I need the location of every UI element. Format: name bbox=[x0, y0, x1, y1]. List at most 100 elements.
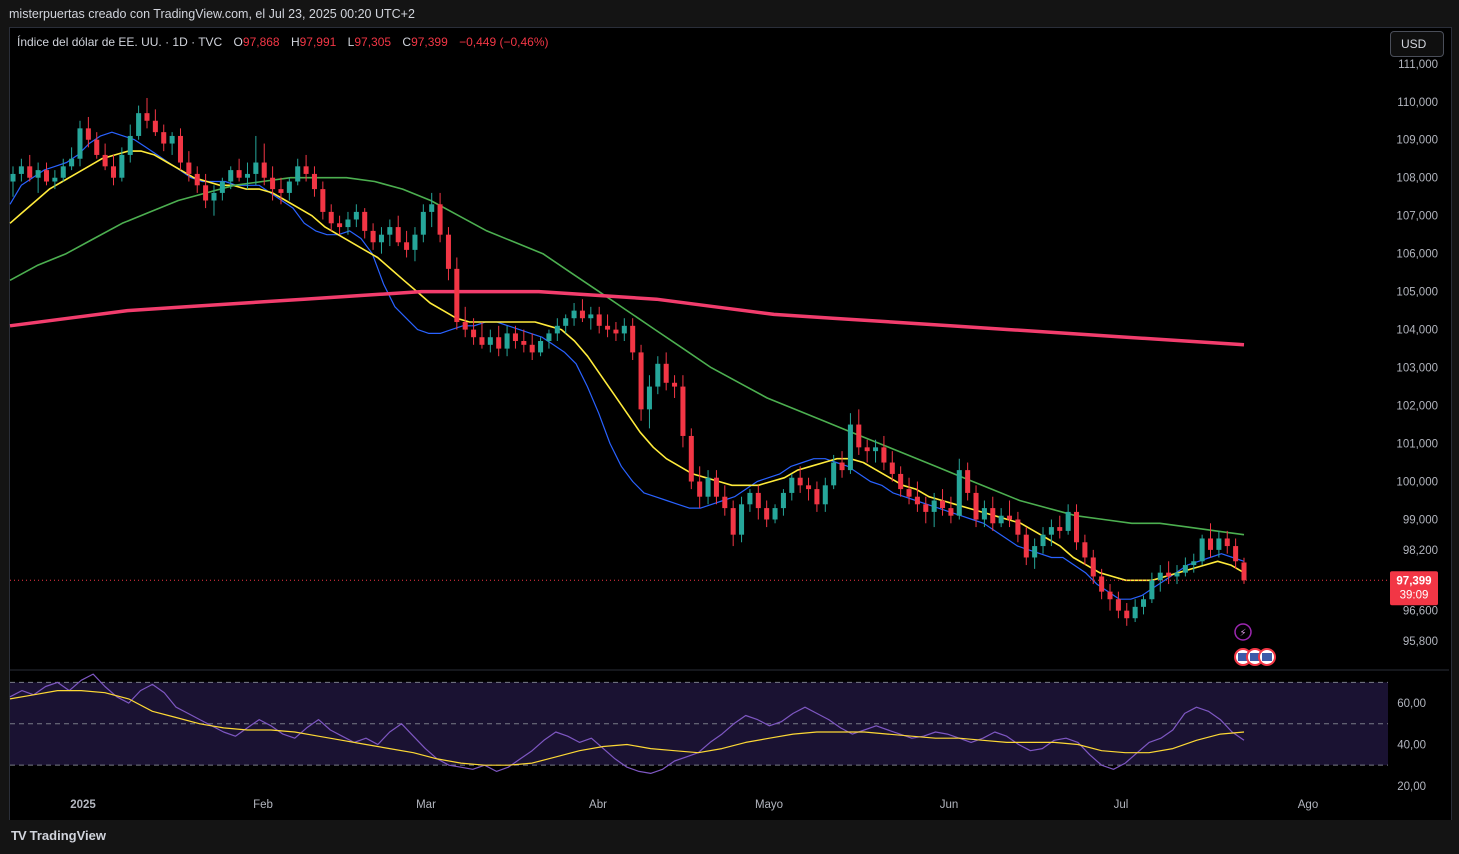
candle-body bbox=[236, 170, 242, 178]
candle-body bbox=[923, 504, 929, 512]
candle-body bbox=[1032, 546, 1038, 558]
candle-body bbox=[521, 341, 527, 345]
candle bbox=[1065, 504, 1071, 535]
price-axis-label: 109,000 bbox=[1396, 135, 1438, 147]
candle bbox=[194, 166, 200, 193]
candle-body bbox=[1224, 538, 1230, 547]
candle bbox=[496, 325, 502, 357]
candle-body bbox=[127, 135, 133, 155]
tradingview-brand: TradingView bbox=[29, 828, 106, 843]
price-axis-label: 99,000 bbox=[1403, 514, 1438, 526]
candle bbox=[563, 314, 569, 334]
candle bbox=[177, 128, 183, 171]
footer bbox=[0, 820, 1459, 854]
candle-body bbox=[479, 337, 485, 345]
candle bbox=[881, 435, 887, 471]
candle-body bbox=[454, 268, 460, 323]
candle bbox=[780, 489, 786, 516]
price-axis-label: 111,000 bbox=[1398, 59, 1438, 71]
time-axis-label: Abr bbox=[589, 799, 607, 811]
rsi-axis-label: 40,00 bbox=[1397, 739, 1426, 751]
candle-body bbox=[638, 352, 644, 410]
candle bbox=[864, 439, 870, 463]
candle-body bbox=[504, 333, 510, 349]
candle bbox=[270, 166, 276, 201]
candle-body bbox=[588, 314, 594, 319]
candle bbox=[1149, 572, 1155, 604]
price-axis-label: 100,000 bbox=[1396, 477, 1438, 489]
candle bbox=[847, 413, 853, 474]
candle bbox=[1048, 519, 1054, 547]
lightning-event-icon bbox=[1234, 623, 1252, 641]
candle-body bbox=[328, 211, 334, 224]
candle bbox=[1040, 527, 1046, 554]
candle-body bbox=[1074, 511, 1080, 543]
candle-body bbox=[772, 508, 778, 520]
candle bbox=[370, 223, 376, 250]
candle-body bbox=[705, 477, 711, 497]
candle bbox=[722, 485, 728, 516]
candle bbox=[303, 154, 309, 182]
candle bbox=[873, 439, 879, 463]
candle-body bbox=[1132, 606, 1138, 619]
candle-body bbox=[655, 363, 661, 387]
candle bbox=[747, 489, 753, 512]
candle-body bbox=[680, 386, 686, 436]
candle-body bbox=[261, 162, 267, 178]
candle bbox=[18, 158, 24, 182]
candle bbox=[404, 230, 410, 258]
candle-body bbox=[1124, 610, 1130, 619]
candle bbox=[588, 306, 594, 330]
ma_mid-line bbox=[9, 150, 1245, 582]
candle bbox=[856, 409, 862, 455]
candle bbox=[1124, 603, 1130, 626]
price-axis-label: 102,000 bbox=[1396, 401, 1438, 413]
currency-button[interactable]: USD bbox=[1390, 31, 1444, 57]
candle-body bbox=[806, 485, 812, 490]
candle bbox=[546, 329, 552, 349]
candle bbox=[940, 489, 946, 516]
candle-body bbox=[571, 310, 577, 319]
candle-body bbox=[194, 173, 200, 186]
open-value: 97,868 bbox=[242, 35, 280, 49]
candle bbox=[1023, 527, 1029, 566]
candle-body bbox=[538, 341, 544, 353]
candle-body bbox=[186, 162, 192, 174]
candle-body bbox=[94, 139, 100, 155]
candle-body bbox=[1023, 534, 1029, 558]
symbol-name: Índice del dólar de EE. UU. · 1D · TVC bbox=[17, 35, 223, 49]
candle bbox=[1166, 561, 1172, 585]
candle bbox=[1241, 557, 1247, 584]
candle-body bbox=[387, 227, 393, 235]
candle-body bbox=[1015, 519, 1021, 535]
candle-body bbox=[630, 325, 636, 353]
candle bbox=[429, 192, 435, 228]
candle-body bbox=[739, 504, 745, 535]
candle bbox=[755, 485, 761, 520]
candle-body bbox=[69, 158, 75, 167]
candle bbox=[705, 470, 711, 505]
countdown-text: 39:09 bbox=[1400, 589, 1429, 601]
candle bbox=[998, 508, 1004, 528]
candle bbox=[69, 147, 75, 171]
tradingview-logo[interactable]: TV TradingView bbox=[11, 828, 106, 843]
candle-body bbox=[119, 154, 125, 178]
last-price-badge bbox=[1390, 571, 1438, 606]
candle bbox=[362, 208, 368, 239]
candle-body bbox=[161, 132, 167, 144]
candle-body bbox=[546, 333, 552, 342]
candle bbox=[1057, 515, 1063, 539]
candle bbox=[713, 470, 719, 505]
candle bbox=[688, 428, 694, 490]
candle bbox=[914, 481, 920, 512]
candle bbox=[906, 477, 912, 505]
candle-body bbox=[311, 173, 317, 190]
candle-body bbox=[1199, 538, 1205, 562]
candle bbox=[445, 227, 451, 281]
candle-body bbox=[747, 492, 753, 505]
candle-body bbox=[1040, 534, 1046, 547]
candle-body bbox=[462, 322, 468, 330]
candle-body bbox=[60, 166, 66, 178]
candle bbox=[169, 132, 175, 155]
